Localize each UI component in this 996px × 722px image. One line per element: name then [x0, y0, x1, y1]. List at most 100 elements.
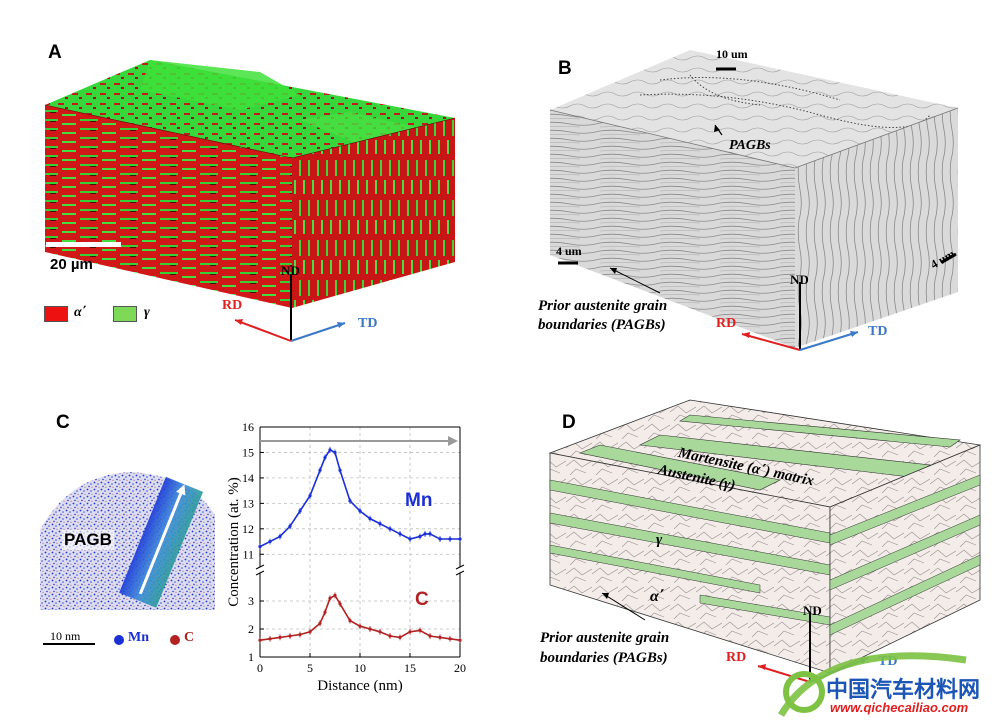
panel-c-scale-label: 10 nm: [50, 629, 81, 643]
panel-b-scale-top: 10 um: [716, 47, 748, 61]
chart-point-mn: [258, 545, 262, 549]
chart-c-label: C: [415, 589, 429, 610]
chart-point-c: [308, 630, 312, 634]
chart-point-mn: [398, 532, 402, 536]
chart-point-mn: [428, 532, 432, 536]
panel-c-letter: C: [56, 412, 70, 433]
chart-point-c: [318, 621, 322, 625]
panel-a-ebsd-block: [44, 60, 456, 308]
panel-b-caption-line2: boundaries (PAGBs): [538, 317, 666, 333]
chart-point-c: [408, 630, 412, 634]
chart-point-mn: [323, 455, 327, 460]
chart-point-mn: [438, 537, 442, 541]
chart-point-c: [358, 624, 362, 628]
panel-b-nd-label: ND: [790, 272, 809, 287]
chart-x-tick-label: 0: [257, 661, 263, 675]
chart-point-mn: [408, 537, 412, 541]
chart-point-c: [258, 638, 262, 642]
chart-point-mn: [418, 534, 422, 539]
panel-b-pagbs-tag: PAGBs: [729, 138, 771, 153]
chart-point-mn: [348, 499, 352, 503]
chart-point-c: [458, 638, 462, 642]
chart-point-c: [348, 619, 352, 623]
chart-y-tick-label: 11: [242, 547, 254, 561]
chart-y-tick-label: 14: [242, 471, 254, 485]
chart-y-tick-label: 1: [248, 650, 254, 664]
panel-d-rd-label: RD: [726, 650, 747, 665]
panel-b-caption-line1: Prior austenite grain: [538, 298, 668, 314]
chart-point-c: [388, 634, 392, 638]
chart-point-mn: [378, 522, 382, 526]
panel-a-rd-label: RD: [222, 298, 243, 313]
panel-b-scale-left: 4 um: [556, 244, 582, 258]
chart-y-tick-label: 12: [242, 522, 254, 536]
chart-point-mn: [358, 509, 362, 513]
chart-y-tick-label: 13: [242, 496, 254, 510]
panel-b-td-label: TD: [868, 324, 888, 339]
panel-c-c-legend: C: [184, 630, 195, 645]
panel-b-letter: B: [558, 58, 572, 79]
panel-c-apt-reconstruction: [40, 472, 215, 645]
panel-b-sem-block: [549, 50, 959, 348]
chart-point-c: [268, 637, 272, 641]
chart-axis-break: [255, 564, 265, 570]
panel-c-c-dot: [170, 635, 180, 645]
watermark-url: www.qichecailiao.com: [830, 700, 969, 715]
chart-point-c: [298, 633, 302, 637]
chart-point-c: [418, 628, 422, 632]
panel-b-rd-label: RD: [716, 316, 737, 331]
panel-c-mn-legend: Mn: [128, 630, 149, 645]
chart-point-mn: [423, 532, 427, 536]
chart-axis-break: [455, 570, 465, 576]
chart-profile-arrowhead: [448, 436, 458, 446]
panel-d-caption-line2: boundaries (PAGBs): [540, 650, 668, 666]
chart-point-c: [288, 634, 292, 638]
watermark-logo-swoosh: [778, 652, 967, 717]
chart-point-mn: [308, 494, 312, 498]
chart-y-tick-label: 3: [248, 594, 254, 608]
chart-point-c: [328, 596, 332, 600]
panel-d-caption-line1: Prior austenite grain: [540, 630, 670, 646]
chart-point-mn: [388, 527, 392, 531]
chart-mn-label: Mn: [405, 490, 433, 511]
chart-point-mn: [333, 450, 337, 455]
chart-point-c: [368, 627, 372, 631]
legend-swatch-martensite: [44, 306, 68, 322]
chart-point-mn: [268, 539, 272, 544]
chart-point-mn: [328, 448, 332, 452]
chart-point-mn: [288, 524, 292, 528]
chart-x-tick-label: 10: [354, 661, 366, 675]
chart-point-mn: [458, 537, 462, 541]
chart-point-mn: [318, 468, 322, 472]
chart-x-axis-label: Distance (nm): [317, 678, 402, 694]
chart-point-c: [323, 610, 327, 614]
chart-point-mn: [448, 537, 452, 541]
panel-c-mn-dot: [114, 635, 124, 645]
panel-a-scale-label: 20 µm: [50, 256, 93, 273]
chart-point-c: [398, 635, 402, 639]
chart-point-c: [448, 637, 452, 641]
chart-point-mn: [278, 534, 282, 539]
chart-y-tick-label: 2: [248, 622, 254, 636]
chart-y-tick-label: 15: [242, 445, 254, 459]
chart-y-tick-label: 16: [242, 420, 254, 434]
chart-axis-break: [255, 570, 265, 576]
panel-c-pagb-label: PAGB: [62, 530, 114, 550]
panel-d-alpha-label: α΄: [650, 588, 665, 605]
chart-point-c: [278, 635, 282, 639]
panel-d-schematic-block: [548, 399, 982, 674]
panel-a-letter: A: [48, 42, 62, 63]
chart-x-tick-label: 5: [307, 661, 313, 675]
chart-point-c: [378, 630, 382, 634]
chart-axis-break: [455, 564, 465, 570]
chart-point-c: [428, 634, 432, 638]
chart-point-mn: [368, 517, 372, 521]
chart-point-c: [338, 602, 342, 606]
panel-b-axes-icon: [741, 282, 859, 351]
chart-point-mn: [338, 468, 342, 472]
chart-point-mn: [298, 509, 302, 513]
panel-d-letter: D: [562, 412, 576, 433]
chart-point-c: [333, 593, 337, 597]
chart-x-tick-label: 20: [454, 661, 466, 675]
